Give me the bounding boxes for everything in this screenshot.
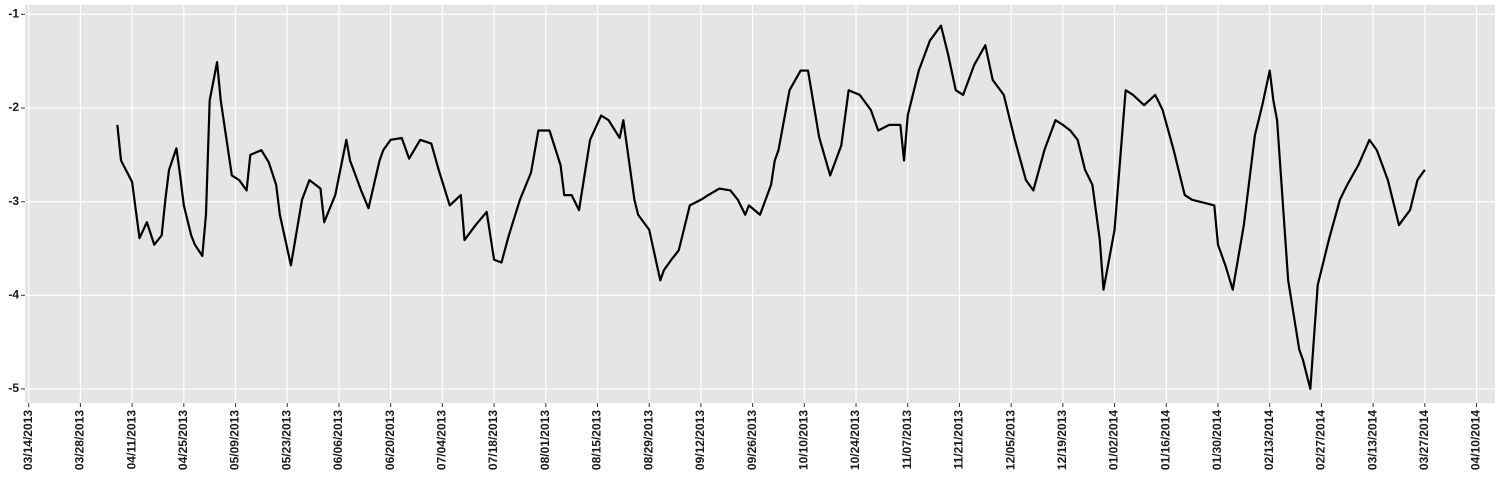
y-tick-label: -1 bbox=[8, 7, 19, 21]
plot-panel bbox=[25, 5, 1495, 403]
x-tick-label: 11/07/2013 bbox=[900, 410, 914, 470]
x-tick-label: 06/20/2013 bbox=[383, 410, 397, 470]
x-tick-label: 05/09/2013 bbox=[228, 410, 242, 470]
x-tick-label: 07/18/2013 bbox=[486, 410, 500, 470]
x-tick-label: 08/15/2013 bbox=[590, 410, 604, 470]
x-tick-label: 03/28/2013 bbox=[73, 410, 87, 470]
y-tick-label: -2 bbox=[8, 100, 19, 114]
x-tick-label: 12/05/2013 bbox=[1003, 410, 1017, 470]
x-tick-label: 03/13/2014 bbox=[1365, 410, 1379, 470]
x-tick-label: 01/16/2014 bbox=[1158, 410, 1172, 470]
x-tick-label: 04/11/2013 bbox=[124, 410, 138, 470]
x-tick-label: 09/26/2013 bbox=[745, 410, 759, 470]
x-tick-label: 05/23/2013 bbox=[279, 410, 293, 470]
x-tick-label: 08/29/2013 bbox=[641, 410, 655, 470]
x-tick-label: 03/14/2013 bbox=[21, 410, 35, 470]
x-tick-label: 01/30/2014 bbox=[1210, 410, 1224, 470]
data-line bbox=[116, 24, 1426, 391]
x-tick-label: 02/13/2014 bbox=[1262, 410, 1276, 470]
x-tick-label: 04/25/2013 bbox=[176, 410, 190, 470]
x-tick-label: 09/12/2013 bbox=[693, 410, 707, 470]
x-tick-label: 06/06/2013 bbox=[331, 410, 345, 470]
y-tick-label: -4 bbox=[8, 287, 19, 301]
y-tick-label: -5 bbox=[8, 381, 19, 395]
x-tick-label: 01/02/2014 bbox=[1107, 410, 1121, 470]
x-tick-label: 07/04/2013 bbox=[435, 410, 449, 470]
x-tick-label: 08/01/2013 bbox=[538, 410, 552, 470]
x-tick-label: 11/21/2013 bbox=[952, 410, 966, 470]
x-tick-label: 02/27/2014 bbox=[1314, 410, 1328, 470]
x-tick-label: 03/27/2014 bbox=[1417, 410, 1431, 470]
x-tick-label: 12/19/2013 bbox=[1055, 410, 1069, 470]
x-tick-label: 04/10/2014 bbox=[1469, 410, 1483, 470]
y-tick-label: -3 bbox=[8, 194, 19, 208]
x-tick-label: 10/24/2013 bbox=[848, 410, 862, 470]
x-tick-label: 10/10/2013 bbox=[796, 410, 810, 470]
